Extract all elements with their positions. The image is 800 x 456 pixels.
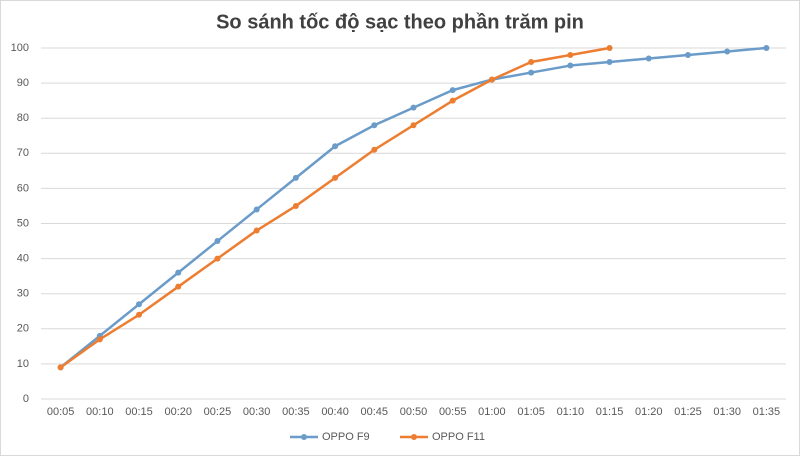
data-point <box>371 122 378 129</box>
data-point <box>410 104 417 111</box>
data-point <box>214 238 221 245</box>
data-point <box>136 311 143 318</box>
y-tick-label: 70 <box>17 147 29 159</box>
y-tick-label: 10 <box>17 358 29 370</box>
x-tick-label: 00:05 <box>47 406 75 418</box>
x-tick-label: 00:25 <box>204 406 232 418</box>
data-point <box>253 206 260 213</box>
data-point <box>724 48 731 55</box>
data-point <box>136 301 143 308</box>
data-point <box>214 255 221 262</box>
data-point <box>175 283 182 290</box>
legend-marker <box>411 434 417 440</box>
data-point <box>684 52 691 59</box>
x-tick-label: 00:40 <box>321 406 349 418</box>
y-tick-label: 40 <box>17 253 29 265</box>
data-point <box>332 174 339 181</box>
data-point <box>567 62 574 69</box>
data-point <box>96 336 103 343</box>
data-point <box>371 146 378 153</box>
legend-label: OPPO F9 <box>322 431 370 443</box>
x-tick-label: 00:45 <box>361 406 389 418</box>
data-point <box>292 202 299 209</box>
x-tick-label: 00:50 <box>400 406 428 418</box>
x-tick-label: 01:15 <box>596 406 624 418</box>
x-tick-label: 00:15 <box>125 406 153 418</box>
data-point <box>292 174 299 181</box>
data-point <box>645 55 652 62</box>
data-point <box>528 59 535 66</box>
data-point <box>567 52 574 59</box>
data-point <box>763 45 770 51</box>
chart-title: So sánh tốc độ sạc theo phần trăm pin <box>216 11 584 33</box>
y-tick-label: 20 <box>17 323 29 335</box>
y-tick-label: 90 <box>17 77 29 89</box>
x-tick-label: 00:35 <box>282 406 310 418</box>
x-tick-label: 01:05 <box>517 406 545 418</box>
x-tick-label: 00:55 <box>439 406 467 418</box>
data-point <box>606 59 613 66</box>
x-tick-label: 01:30 <box>713 406 741 418</box>
legend-marker <box>301 434 307 440</box>
data-point <box>606 45 613 51</box>
x-tick-label: 01:10 <box>557 406 585 418</box>
data-point <box>57 364 64 371</box>
data-point <box>410 122 417 129</box>
data-point <box>175 269 182 276</box>
x-tick-label: 00:10 <box>86 406 114 418</box>
x-tick-label: 01:20 <box>635 406 663 418</box>
y-tick-label: 60 <box>17 182 29 194</box>
data-point <box>528 69 535 76</box>
y-tick-label: 100 <box>11 42 29 54</box>
x-tick-label: 01:25 <box>674 406 702 418</box>
x-tick-label: 00:20 <box>164 406 192 418</box>
y-tick-label: 30 <box>17 288 29 300</box>
y-tick-label: 80 <box>17 112 29 124</box>
data-point <box>449 87 456 94</box>
legend-label: OPPO F11 <box>432 431 485 443</box>
x-tick-label: 01:00 <box>478 406 506 418</box>
x-tick-label: 01:35 <box>753 406 781 418</box>
y-tick-label: 0 <box>23 393 29 405</box>
data-point <box>332 143 339 150</box>
y-tick-label: 50 <box>17 217 29 229</box>
data-point <box>449 97 456 104</box>
data-point <box>488 76 495 83</box>
x-tick-label: 00:30 <box>243 406 271 418</box>
data-point <box>253 227 260 234</box>
